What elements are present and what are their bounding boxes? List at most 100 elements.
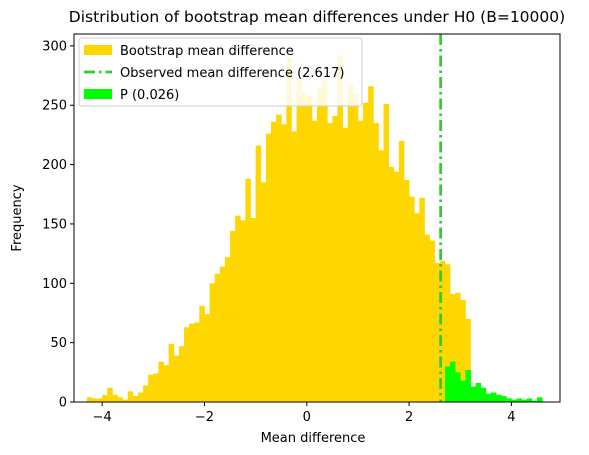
x-axis-label: Mean difference — [261, 431, 366, 446]
bootstrap-bar — [296, 80, 303, 402]
bootstrap-bar — [260, 182, 267, 402]
p-value-bar — [501, 396, 507, 402]
bootstrap-bar — [270, 121, 277, 403]
bootstrap-bar — [143, 385, 149, 402]
x-axis-ticks: −4 −2 0 2 4 — [93, 402, 516, 425]
p-value-bar — [450, 361, 456, 402]
legend-box — [78, 37, 363, 107]
y-tick-label: 100 — [42, 277, 67, 292]
bootstrap-bar — [460, 299, 466, 402]
bootstrap-bar — [158, 361, 164, 402]
bootstrap-bar — [403, 180, 410, 402]
chart-title: Distribution of bootstrap mean differenc… — [69, 8, 565, 26]
p-value-bar — [496, 394, 502, 402]
bootstrap-bar — [153, 373, 159, 402]
bootstrap-bar — [455, 292, 461, 402]
plot-frame — [73, 33, 561, 403]
histogram-bars — [86, 55, 543, 403]
bootstrap-bar — [102, 394, 108, 402]
bootstrap-bar — [378, 150, 384, 402]
legend-label-observed: Observed mean difference (2.617) — [120, 66, 344, 81]
p-value-bar — [516, 398, 523, 402]
bootstrap-bar — [189, 323, 195, 402]
bootstrap-bar — [240, 220, 246, 402]
bootstrap-bar — [199, 305, 205, 402]
bootstrap-bar — [322, 79, 328, 402]
p-value-bar — [444, 366, 451, 402]
bootstrap-bar — [245, 178, 251, 402]
bootstrap-bar — [122, 399, 129, 402]
legend-swatch-bootstrap — [84, 45, 112, 55]
bootstrap-bar — [291, 131, 297, 403]
y-tick-label: 150 — [42, 217, 67, 232]
bootstrap-bar — [255, 145, 262, 402]
bootstrap-bar — [178, 346, 185, 402]
y-tick-label: 300 — [42, 39, 67, 54]
bootstrap-bar — [107, 387, 113, 402]
bootstrap-bar — [137, 392, 144, 402]
bootstrap-bar — [301, 92, 308, 403]
bootstrap-bar — [332, 115, 338, 403]
p-value-bar — [480, 387, 487, 402]
p-value-bar — [465, 369, 471, 402]
bootstrap-bar — [286, 57, 292, 402]
bootstrap-bar — [112, 394, 118, 402]
legend-label-bootstrap: Bootstrap mean difference — [120, 44, 294, 59]
bootstrap-bar — [235, 215, 241, 402]
y-tick-label: 0 — [59, 396, 67, 411]
bootstrap-bar — [409, 196, 415, 402]
bootstrap-bar — [194, 322, 200, 402]
x-tick-label: 2 — [405, 410, 413, 425]
legend: Bootstrap mean difference Observed mean … — [78, 37, 363, 107]
x-tick-label: −4 — [93, 410, 112, 425]
bootstrap-bar — [265, 133, 272, 402]
bootstrap-bar — [414, 213, 420, 402]
y-tick-label: 250 — [42, 99, 67, 114]
bootstrap-bar — [352, 94, 359, 403]
y-axis-ticks: 0 50 100 150 200 250 300 — [42, 39, 74, 411]
bootstrap-bar — [306, 95, 313, 402]
bootstrap-bar — [357, 120, 364, 402]
bootstrap-bar — [398, 140, 405, 402]
p-value-bar — [490, 392, 497, 402]
bootstrap-bar — [230, 231, 236, 402]
p-value-bar — [460, 380, 466, 402]
y-tick-label: 200 — [42, 158, 67, 173]
p-value-bar — [521, 399, 528, 402]
p-value-bar — [485, 393, 492, 402]
bootstrap-bar — [424, 234, 430, 402]
bootstrap-bar — [127, 391, 134, 402]
bootstrap-bar — [317, 87, 323, 402]
bootstrap-bar — [163, 365, 170, 402]
bootstrap-bar — [373, 123, 379, 402]
x-tick-label: 0 — [303, 410, 311, 425]
bootstrap-bar — [209, 283, 216, 402]
bootstrap-bar — [276, 114, 282, 402]
bootstrap-bar — [281, 124, 287, 402]
bootstrap-bar — [327, 123, 333, 402]
x-tick-label: −2 — [195, 410, 214, 425]
bootstrap-bar — [337, 55, 343, 403]
p-value-bar — [455, 372, 461, 402]
bootstrap-bar — [148, 374, 154, 402]
bootstrap-bar — [383, 104, 390, 403]
bootstrap-bar — [219, 266, 226, 402]
bootstrap-bar — [204, 314, 210, 402]
bootstrap-bar — [347, 83, 354, 402]
bootstrap-bar — [311, 120, 318, 402]
bootstrap-bar — [214, 273, 221, 402]
p-value-bar — [536, 397, 543, 402]
bootstrap-bar — [168, 343, 175, 402]
bootstrap-bar — [86, 397, 93, 402]
bootstrap-bar — [419, 197, 425, 402]
p-value-bar — [470, 386, 476, 402]
bootstrap-bar — [342, 127, 349, 403]
y-axis-label: Frequency — [10, 184, 25, 251]
bootstrap-bar — [429, 240, 436, 402]
bootstrap-bar — [393, 171, 400, 402]
bootstrap-bar — [224, 257, 231, 402]
bootstrap-bar — [363, 102, 369, 402]
bootstrap-bar — [388, 166, 395, 402]
bootstrap-bar — [117, 397, 123, 402]
